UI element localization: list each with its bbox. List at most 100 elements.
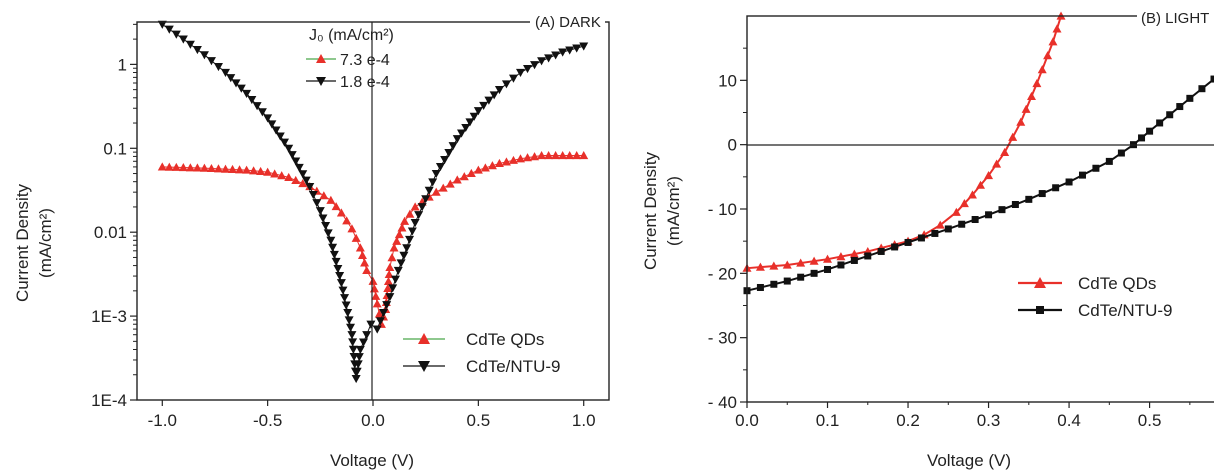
legend-dark: CdTe QDs CdTe/NTU-9 (403, 330, 560, 376)
data-point-ntu9-dark (501, 80, 511, 89)
data-point-cdte-dark (383, 283, 393, 293)
x-tick-label-light: 0.0 (735, 411, 759, 430)
data-point-ntu9-dark (353, 360, 363, 369)
data-point-ntu9-dark (410, 219, 420, 228)
data-point-cdte-dark (256, 166, 266, 176)
data-point-cdte-dark (405, 209, 415, 218)
data-point-cdte-light (1021, 104, 1031, 113)
data-point-cdte-light (823, 254, 833, 263)
data-point-ntu9-dark (407, 227, 417, 236)
data-point-cdte-light (849, 249, 859, 258)
j0-marker-ntu9 (316, 77, 326, 86)
data-point-ntu9-light (1146, 127, 1154, 135)
data-point-ntu9-light (891, 243, 899, 251)
data-point-ntu9-dark (494, 86, 504, 95)
ticks-light: 0.0 0.1 0.2 0.3 0.4 0.5 - 40 - 30 - 20 - 10 0 10 (708, 47, 1191, 430)
panel-label-dark: (A) DARK (535, 14, 601, 31)
data-point-ntu9-dark (284, 144, 294, 153)
data-point-ntu9-dark (385, 293, 395, 302)
series-line-cdte-light (746, 15, 1062, 270)
data-point-ntu9-light (1198, 85, 1206, 93)
data-point-ntu9-dark (382, 301, 392, 310)
data-point-cdte-dark (438, 183, 448, 192)
data-point-ntu9-dark (157, 20, 167, 29)
y-tick-label-light: - 40 (708, 393, 737, 412)
data-point-cdte-dark (387, 253, 397, 262)
data-point-cdte-dark (171, 162, 181, 171)
y-axis-title-dark: Current Density (13, 183, 32, 302)
y-tick-label-dark: 0.01 (94, 223, 127, 242)
data-point-cdte-dark (235, 165, 245, 174)
data-point-cdte-light (1016, 117, 1026, 126)
data-point-ntu9-dark (308, 191, 318, 200)
legend-marker-cdte-light (1034, 277, 1046, 288)
x-tick-label-light: 0.2 (896, 411, 920, 430)
data-point-ntu9-dark (275, 132, 285, 141)
data-point-ntu9-light (1052, 184, 1060, 192)
panel-light: 0.0 0.1 0.2 0.3 0.4 0.5 - 40 - 30 - 20 - 10 0 10 (B… (641, 8, 1214, 470)
data-point-ntu9-dark (544, 54, 554, 63)
y-tick-label-light: - 20 (708, 264, 737, 283)
data-point-ntu9-dark (473, 107, 483, 116)
legend-marker-cdte-dark (418, 333, 430, 344)
data-point-ntu9-light (944, 225, 952, 233)
data-point-cdte-dark (565, 151, 575, 160)
data-point-ntu9-dark (263, 114, 273, 123)
axes-frame-light (746, 15, 1214, 403)
legend-label-ntu9-dark: CdTe/NTU-9 (466, 357, 560, 376)
data-point-ntu9-dark (348, 345, 358, 354)
data-point-ntu9-dark (199, 51, 209, 60)
data-point-ntu9-dark (461, 123, 471, 133)
data-point-ntu9-dark (321, 221, 331, 231)
data-point-ntu9-light (1117, 149, 1125, 157)
j0-marker-cdte (316, 54, 326, 63)
data-point-cdte-dark (331, 202, 341, 211)
data-point-cdte-light (967, 190, 977, 199)
y-tick-label-dark: 1E-3 (91, 307, 127, 326)
data-point-cdte-dark (357, 250, 367, 260)
y-axis-unit-dark: (mA/cm²) (36, 208, 55, 278)
data-point-ntu9-dark (294, 163, 304, 172)
data-point-ntu9-light (837, 261, 845, 269)
data-point-ntu9-light (864, 252, 872, 260)
data-point-ntu9-dark (192, 45, 202, 55)
data-point-cdte-light (1037, 65, 1047, 74)
y-axis-title-light: Current Density (641, 151, 660, 270)
data-point-ntu9-dark (362, 331, 372, 340)
data-point-cdte-dark (494, 158, 504, 168)
data-point-ntu9-dark (280, 138, 289, 147)
panel-label-bg (530, 12, 605, 32)
data-point-cdte-light (976, 180, 985, 189)
data-point-cdte-dark (544, 151, 554, 160)
plot-area-light (742, 11, 1214, 295)
data-point-cdte-dark (392, 236, 402, 245)
data-point-cdte-light (984, 171, 994, 180)
data-point-ntu9-dark (331, 257, 341, 267)
data-point-ntu9-dark (231, 79, 241, 88)
data-point-ntu9-dark (388, 284, 398, 293)
data-point-cdte-light (755, 262, 765, 271)
legend-light: CdTe QDs CdTe/NTU-9 (1018, 274, 1172, 320)
data-point-ntu9-dark (352, 367, 362, 376)
x-tick-label-light: 0.5 (1138, 411, 1162, 430)
data-point-ntu9-dark (523, 65, 533, 74)
data-point-ntu9-dark (323, 229, 333, 238)
data-point-ntu9-light (770, 280, 778, 288)
x-axis-title-dark: Voltage (V) (330, 451, 414, 470)
data-point-ntu9-dark (355, 345, 365, 354)
data-point-ntu9-light (1011, 200, 1019, 208)
data-point-ntu9-dark (366, 320, 376, 329)
data-point-cdte-dark (523, 153, 533, 162)
data-point-cdte-dark (508, 155, 518, 164)
data-point-ntu9-dark (537, 57, 547, 66)
data-point-ntu9-dark (340, 294, 350, 303)
data-point-cdte-dark (319, 191, 329, 200)
data-point-cdte-dark (326, 195, 336, 204)
legend-label-cdte-light: CdTe QDs (1078, 274, 1156, 293)
data-point-cdte-dark (389, 243, 399, 252)
data-point-ntu9-dark (252, 102, 262, 111)
data-point-ntu9-dark (469, 112, 479, 121)
x-tick-label-dark: 0.0 (361, 411, 385, 430)
x-tick-label-dark: -1.0 (148, 411, 177, 430)
data-point-ntu9-dark (247, 95, 257, 105)
